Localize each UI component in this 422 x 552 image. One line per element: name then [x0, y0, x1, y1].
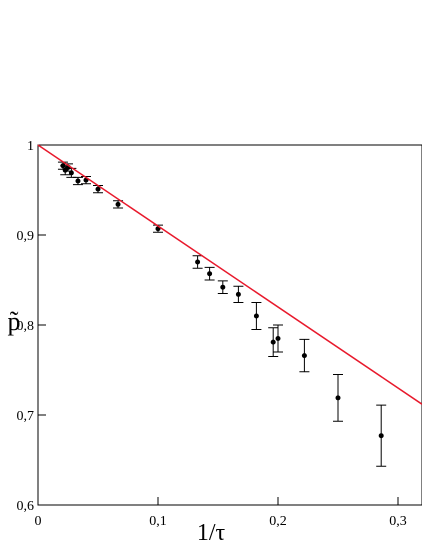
data-point [68, 170, 74, 176]
x-tick-label: 0,3 [389, 514, 407, 529]
data-point [235, 291, 241, 297]
y-tick-label: 0,6 [17, 499, 35, 514]
data-point [115, 201, 121, 207]
x-tick-label: 0,2 [269, 514, 287, 529]
data-point [275, 336, 281, 341]
data-point [301, 353, 307, 359]
y-tick-label: 1 [27, 139, 34, 154]
x-tick-label: 0 [35, 514, 42, 529]
x-tick-label: 0,1 [149, 514, 167, 529]
data-point [220, 284, 226, 290]
data-point [253, 313, 259, 319]
y-tick-label: 0,7 [17, 409, 35, 424]
data-point [195, 259, 201, 265]
data-point [207, 271, 213, 277]
data-point [75, 178, 81, 184]
x-axis-label: 1/τ [197, 520, 226, 546]
y-tick-label: 0,9 [17, 229, 35, 244]
y-tick-label: 0,8 [17, 319, 35, 334]
data-point [270, 339, 276, 345]
data-point [335, 395, 341, 401]
data-point [95, 186, 101, 192]
fit-line [37, 144, 422, 405]
y-axis-label: p̃ [8, 307, 21, 336]
plot-frame [37, 144, 422, 506]
data-point [378, 433, 384, 439]
